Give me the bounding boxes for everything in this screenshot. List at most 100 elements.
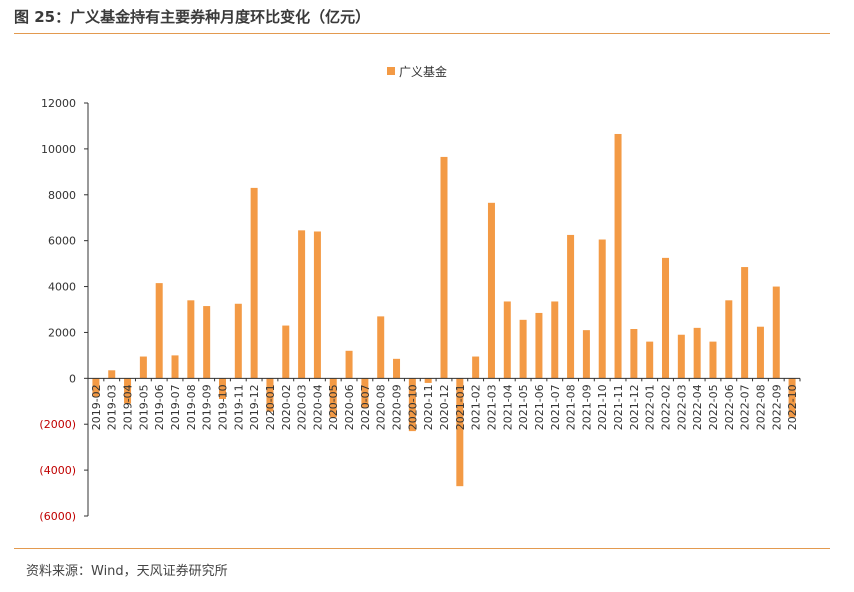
y-tick-label: 8000 [48, 189, 76, 202]
x-tick-label: 2021-07 [549, 384, 562, 430]
bar-2019-07 [171, 355, 179, 379]
legend-label: 广义基金 [399, 64, 447, 79]
bar-2019-09 [203, 306, 211, 379]
bar-2020-01 [266, 378, 274, 412]
x-tick-label: 2019-10 [216, 384, 229, 430]
bar-2020-07 [361, 378, 369, 409]
legend: 广义基金 [387, 64, 447, 79]
legend-swatch [387, 67, 395, 75]
bar-2021-07 [551, 301, 559, 379]
x-tick-label: 2019-05 [137, 384, 150, 430]
bars [92, 133, 796, 487]
x-tick-label: 2021-03 [485, 384, 498, 430]
y-axis-ticks: 12000 10000 8000 6000 4000 2000 0 (2000) (4000) (… [39, 97, 88, 523]
bar-2019-05 [139, 356, 147, 379]
x-tick-label: 2021-11 [612, 384, 625, 430]
bar-2020-06 [345, 350, 353, 379]
bar-2022-08 [756, 326, 764, 379]
x-tick-label: 2021-01 [454, 384, 467, 430]
y-tick-label: 4000 [48, 281, 76, 294]
bar-2020-08 [377, 316, 385, 379]
top-rule [14, 33, 830, 34]
bar-2022-05 [709, 341, 717, 379]
bar-2021-03 [487, 202, 495, 379]
x-tick-label: 2020-12 [438, 384, 451, 430]
x-tick-label: 2019-03 [106, 384, 119, 430]
x-tick-label: 2021-09 [580, 384, 593, 430]
x-tick-label: 2019-12 [248, 384, 261, 430]
y-tick-label: 2000 [48, 326, 76, 339]
x-tick-label: 2019-11 [232, 384, 245, 430]
bar-2021-09 [582, 330, 590, 379]
bar-2021-02 [472, 356, 480, 379]
bar-2022-02 [662, 257, 670, 379]
y-tick-label: (2000) [39, 418, 76, 431]
x-tick-label: 2022-04 [691, 384, 704, 430]
figure-title: 图 25：广义基金持有主要券种月度环比变化（亿元） [14, 8, 371, 26]
y-tick-label: 6000 [48, 235, 76, 248]
bar-2020-04 [313, 231, 321, 379]
y-tick-label: 12000 [41, 97, 76, 110]
x-tick-label: 2022-01 [644, 384, 657, 430]
x-tick-label: 2021-04 [501, 384, 514, 430]
bar-2021-01 [456, 378, 464, 487]
x-tick-label: 2020-11 [422, 384, 435, 430]
x-tick-label: 2021-08 [565, 384, 578, 430]
bottom-rule [14, 548, 830, 549]
x-tick-label: 2020-05 [327, 384, 340, 430]
y-tick-label: 10000 [41, 143, 76, 156]
bar-2019-03 [108, 370, 116, 379]
x-tick-label: 2020-04 [311, 384, 324, 430]
bar-2022-06 [725, 300, 733, 379]
bar-2020-09 [393, 358, 401, 379]
x-tick-label: 2019-04 [122, 384, 135, 430]
x-tick-label: 2022-09 [770, 384, 783, 430]
x-tick-label: 2022-10 [786, 384, 799, 430]
x-tick-label: 2022-07 [739, 384, 752, 430]
bar-2020-11 [424, 378, 432, 383]
bar-2022-04 [693, 327, 701, 379]
y-tick-label: 0 [69, 372, 76, 385]
x-tick-label: 2021-12 [628, 384, 641, 430]
x-tick-label: 2022-08 [754, 384, 767, 430]
x-tick-label: 2021-05 [517, 384, 530, 430]
x-tick-label: 2022-02 [660, 384, 673, 430]
bar-2021-05 [519, 319, 527, 379]
bar-2022-03 [677, 334, 685, 379]
x-tick-label: 2020-01 [264, 384, 277, 430]
x-tick-label: 2019-09 [201, 384, 214, 430]
bar-2020-02 [282, 325, 290, 379]
x-tick-label: 2021-06 [533, 384, 546, 430]
bar-2020-10 [408, 378, 416, 432]
bar-2020-12 [440, 156, 448, 379]
bar-2021-11 [614, 133, 622, 379]
bar-2021-10 [598, 239, 606, 379]
x-tick-label: 2019-08 [185, 384, 198, 430]
y-tick-label: (6000) [39, 510, 76, 523]
bar-2020-03 [298, 230, 306, 379]
x-tick-label: 2022-05 [707, 384, 720, 430]
bar-2019-10 [218, 378, 226, 399]
bar-2019-06 [155, 283, 163, 379]
bar-2020-05 [329, 378, 337, 418]
bar-2019-11 [234, 303, 242, 379]
x-tick-label: 2019-07 [169, 384, 182, 430]
x-tick-label: 2019-06 [153, 384, 166, 430]
bar-2019-04 [124, 378, 132, 404]
x-tick-label: 2020-08 [375, 384, 388, 430]
bar-2019-02 [92, 378, 100, 397]
x-tick-label: 2020-02 [280, 384, 293, 430]
y-tick-label: (4000) [39, 464, 76, 477]
x-tick-label: 2020-06 [343, 384, 356, 430]
x-tick-label: 2022-06 [723, 384, 736, 430]
bar-2021-04 [503, 301, 511, 379]
x-tick-label: 2021-02 [470, 384, 483, 430]
x-tick-label: 2022-03 [675, 384, 688, 430]
x-tick-label: 2020-09 [391, 384, 404, 430]
x-tick-label: 2020-07 [359, 384, 372, 430]
x-tick-label: 2019-02 [90, 384, 103, 430]
x-axis-ticks: 2019-02 2019-03 2019-04 2019-05 2019-06 2019-… [90, 378, 801, 430]
bar-2021-08 [567, 234, 575, 379]
bar-2019-12 [250, 187, 258, 379]
